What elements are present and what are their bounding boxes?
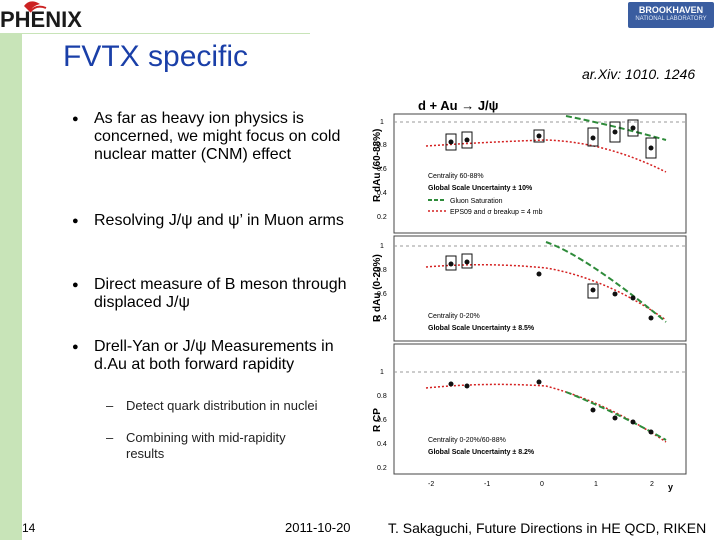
brookhaven-logo-name: BROOKHAVEN xyxy=(638,5,704,15)
systematic-box xyxy=(445,133,457,151)
legend-text: Centrality 60-88% xyxy=(428,173,484,180)
eps09-curve xyxy=(425,139,667,173)
y-tick-label: 1 xyxy=(380,369,384,376)
data-point xyxy=(536,133,542,139)
legend-text: Gluon Saturation xyxy=(450,198,503,205)
phenix-logo xyxy=(0,0,110,32)
arxiv-reference: ar.Xiv: 1010. 1246 xyxy=(582,66,696,82)
y-tick-label: 0.4 xyxy=(377,441,387,448)
x-tick-label: -2 xyxy=(428,481,434,488)
y-tick-label: 0.6 xyxy=(377,417,387,424)
rapidity-figure: d + Au → J/ψ R dAu (60-88%) R dAu (0-20%… xyxy=(366,92,696,492)
data-point xyxy=(448,139,454,145)
slide-title: FVTX specific xyxy=(63,40,249,73)
bullet-item: Direct measure of B meson through displa… xyxy=(72,276,364,312)
systematic-box xyxy=(461,131,473,149)
data-point xyxy=(464,259,470,265)
bullet-item: Drell-Yan or J/ψ Measurements in d.Au at… xyxy=(72,338,364,374)
x-tick-label: 1 xyxy=(594,481,598,488)
sub-bullet-item: Combining with mid-rapidity results xyxy=(126,430,286,461)
phenix-bird-icon xyxy=(24,1,47,13)
systematic-box xyxy=(461,253,473,269)
systematic-box xyxy=(445,255,457,271)
x-axis-label: y xyxy=(668,482,673,492)
y-tick-label: 0.2 xyxy=(377,465,387,472)
x-tick-label: -1 xyxy=(484,481,490,488)
data-point xyxy=(648,145,654,151)
brookhaven-logo xyxy=(628,2,714,28)
data-series xyxy=(448,379,654,435)
panel-ylabel: R dAu (0-20%) xyxy=(372,254,383,322)
y-tick-label: 0.4 xyxy=(377,315,387,322)
data-point xyxy=(536,379,542,385)
systematic-box xyxy=(587,127,599,147)
data-point xyxy=(630,295,636,301)
data-series xyxy=(445,119,657,159)
y-tick-label: 0.6 xyxy=(377,166,387,173)
systematic-box xyxy=(587,283,599,299)
data-point xyxy=(448,381,454,387)
sub-bullet-item: Detect quark distribution in nuclei xyxy=(126,398,318,413)
sub-bullet-dash: – xyxy=(106,430,114,445)
y-tick-label: 0.6 xyxy=(377,291,387,298)
data-point xyxy=(536,271,542,277)
brookhaven-logo-subtitle: NATIONAL LABORATORY xyxy=(635,16,707,22)
y-tick-label: 1 xyxy=(380,119,384,126)
legend-text: Global Scale Uncertainty ± 8.2% xyxy=(428,449,535,456)
nuclear-modification-plot: d + Au → J/ψ R dAu (60-88%) R dAu (0-20%… xyxy=(372,98,687,492)
bullet-item: Resolving J/ψ and ψ’ in Muon arms xyxy=(72,212,364,230)
systematic-box xyxy=(533,129,545,143)
header-divider xyxy=(0,33,310,34)
legend-text: Centrality 0-20%/60-88% xyxy=(428,437,506,444)
data-point xyxy=(464,383,470,389)
y-tick-label: 0.8 xyxy=(377,393,387,400)
gluon-saturation-curve xyxy=(565,115,667,141)
systematic-box xyxy=(609,121,621,143)
data-series xyxy=(445,253,654,321)
panel-frame xyxy=(393,235,687,342)
legend-text: Global Scale Uncertainty ± 8.5% xyxy=(428,325,535,332)
sub-bullet-dash: – xyxy=(106,398,114,413)
footer-author: T. Sakaguchi, Future Directions in HE QC… xyxy=(388,520,707,536)
left-accent-bar xyxy=(0,33,22,540)
panel-ylabel: R dAu (60-88%) xyxy=(372,129,383,202)
gluon-saturation-curve xyxy=(545,241,667,323)
legend-text: EPS09 and σ breakup = 4 mb xyxy=(450,209,543,216)
x-tick-label: 0 xyxy=(540,481,544,488)
panel-frame xyxy=(393,343,687,475)
systematic-box xyxy=(627,119,639,137)
data-point xyxy=(448,261,454,267)
legend-text: Centrality 0-20% xyxy=(428,313,480,320)
data-point xyxy=(590,135,596,141)
x-tick-label: 2 xyxy=(650,481,654,488)
figure-top-label: d + Au → J/ψ xyxy=(418,98,498,113)
data-point xyxy=(648,429,654,435)
data-point xyxy=(612,291,618,297)
data-point xyxy=(612,129,618,135)
y-tick-label: 0.8 xyxy=(377,267,387,274)
gluon-saturation-curve xyxy=(565,391,667,441)
data-point xyxy=(464,137,470,143)
y-tick-label: 0.2 xyxy=(377,214,387,221)
data-point xyxy=(648,315,654,321)
systematic-box xyxy=(645,137,657,159)
data-point xyxy=(630,125,636,131)
y-tick-label: 1 xyxy=(380,243,384,250)
panel-ylabel: R CP xyxy=(372,408,383,432)
bullet-item: As far as heavy ion physics is concerned… xyxy=(72,110,364,164)
y-tick-label: 0.8 xyxy=(377,142,387,149)
footer-date: 2011-10-20 xyxy=(285,520,351,535)
data-point xyxy=(630,419,636,425)
legend-text: Global Scale Uncertainty ± 10% xyxy=(428,185,533,192)
page-number: 14 xyxy=(22,521,36,535)
phenix-logo-text: PHENIX xyxy=(0,7,82,32)
data-point xyxy=(590,287,596,293)
y-tick-label: 0.4 xyxy=(377,190,387,197)
data-point xyxy=(590,407,596,413)
data-point xyxy=(612,415,618,421)
eps09-curve xyxy=(425,263,667,321)
